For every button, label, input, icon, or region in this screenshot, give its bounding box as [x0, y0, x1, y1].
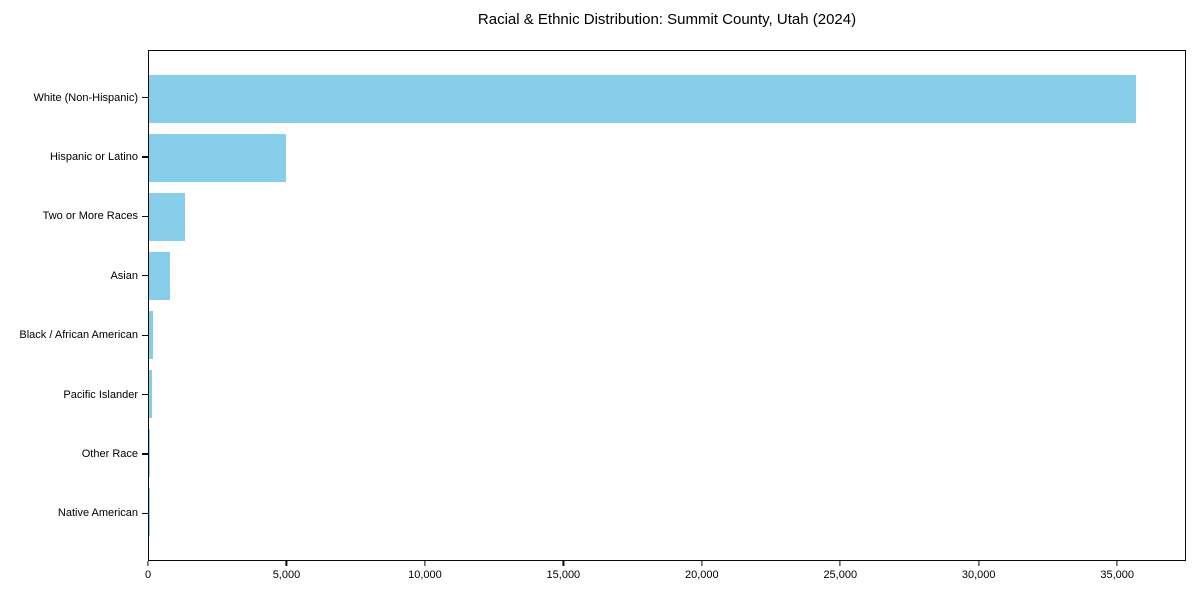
x-axis-tick-label: 10,000: [408, 569, 442, 581]
y-axis-tick-mark: [142, 512, 148, 514]
y-axis-row: Two or More Races: [0, 187, 148, 246]
x-axis-tick-mark: [1116, 561, 1118, 566]
x-axis-tick-label: 5,000: [272, 569, 301, 581]
x-axis-tick-label: 0: [144, 569, 152, 581]
bar-row: [149, 483, 1185, 542]
chart-title: Racial & Ethnic Distribution: Summit Cou…: [477, 11, 857, 28]
bar-row: [149, 69, 1185, 128]
bar-row: [149, 365, 1185, 424]
bar-row: [149, 187, 1185, 246]
bar-pacific-islander: [149, 370, 152, 419]
x-axis-tick-mark: [285, 561, 288, 566]
bar-row: [149, 424, 1185, 483]
bar-native-american: [149, 488, 150, 537]
x-axis-tick-label: 20,000: [684, 569, 719, 581]
bar-other-race: [149, 429, 150, 478]
y-axis-label: Hispanic or Latino: [49, 151, 138, 164]
y-axis-row: Asian: [0, 246, 148, 305]
bar-asian: [149, 251, 170, 300]
x-axis-tick-mark: [562, 561, 564, 566]
bar-black-african-american: [149, 311, 154, 360]
x-axis-tick-label: 35,000: [1100, 569, 1135, 581]
y-axis-row: Pacific Islander: [0, 365, 148, 424]
y-axis-tick-mark: [142, 215, 148, 218]
x-axis-tick-label: 30,000: [961, 569, 996, 581]
y-axis-label: Two or More Races: [42, 210, 138, 223]
x-axis-tick-mark: [701, 561, 703, 566]
bar-row: [149, 246, 1185, 305]
y-axis-label: Pacific Islander: [63, 388, 138, 401]
x-axis-tick-label: 25,000: [823, 569, 858, 581]
bar-row: [149, 128, 1185, 187]
x-axis-tick-mark: [978, 561, 980, 566]
y-axis-tick-mark: [142, 334, 148, 336]
y-axis-row: Black / African American: [0, 306, 148, 365]
bar-two-or-more-races: [149, 192, 185, 241]
y-axis: White (Non-Hispanic) Hispanic or Latino Tw…: [0, 50, 148, 561]
plot-area: [148, 50, 1186, 561]
y-axis-label: Black / African American: [19, 329, 138, 342]
y-axis-tick-mark: [142, 275, 148, 277]
y-axis-row: Hispanic or Latino: [0, 127, 148, 186]
y-axis-row: Other Race: [0, 424, 148, 483]
y-axis-label: Other Race: [81, 447, 138, 460]
bars: [149, 51, 1185, 560]
y-axis-row: White (Non-Hispanic): [0, 68, 148, 127]
x-axis-tick-mark: [839, 561, 841, 566]
y-axis-label: Native American: [57, 507, 138, 520]
y-axis-tick-mark: [142, 453, 148, 455]
bar-row: [149, 306, 1185, 365]
y-axis-tick-mark: [142, 393, 148, 396]
bar-hispanic-or-latino: [149, 133, 286, 182]
y-axis-label: Asian: [110, 269, 138, 282]
y-axis-row: Native American: [0, 484, 148, 543]
y-axis-label: White (Non-Hispanic): [33, 91, 138, 104]
x-axis-tick-mark: [424, 561, 426, 566]
y-axis-tick-mark: [142, 156, 148, 158]
y-axis-tick-mark: [142, 97, 148, 99]
x-axis: 0 5,000 10,000 15,000 20,000 25,000 30,000 35,0…: [144, 561, 1186, 593]
bar-white-non-hispanic: [149, 74, 1136, 123]
x-axis-tick-mark: [147, 561, 149, 566]
x-axis-tick-label: 15,000: [546, 569, 581, 581]
